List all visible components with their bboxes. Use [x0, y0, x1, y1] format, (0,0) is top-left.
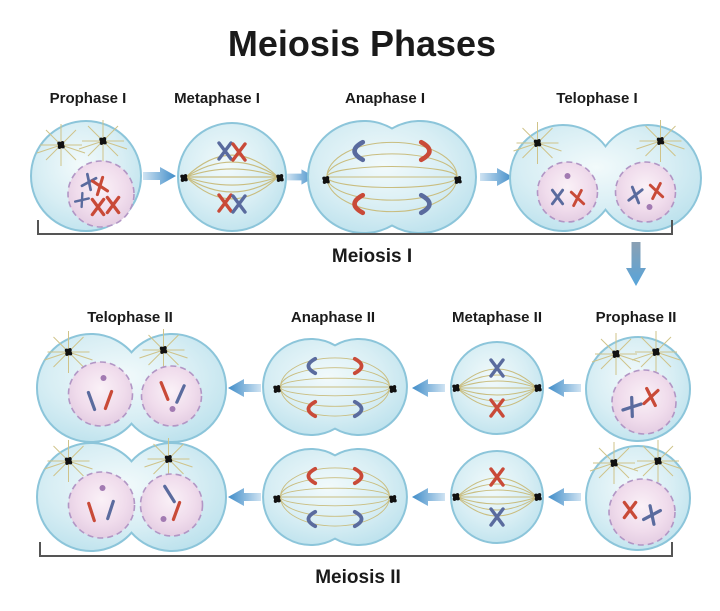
chromosome [355, 142, 363, 160]
label-prophase-ii: Prophase II [596, 309, 677, 326]
label-prophase-i: Prophase I [50, 90, 127, 107]
nucleus [536, 161, 599, 223]
metaphase-i-cell [177, 122, 287, 232]
label-anaphase-ii: Anaphase II [291, 309, 375, 326]
nucleus [140, 365, 203, 427]
arrow-left-icon [548, 488, 581, 506]
arrow-left-icon [228, 379, 261, 397]
arrow-left-icon [412, 488, 445, 506]
nucleus [67, 361, 134, 427]
nucleus [67, 160, 135, 228]
telophase-ii-cells-b [36, 437, 227, 552]
nucleus [67, 471, 136, 539]
label-telophase-ii: Telophase II [87, 309, 173, 326]
arrow-down-icon [626, 242, 646, 286]
arrow-left-icon [412, 379, 445, 397]
arrow-right-icon [480, 168, 513, 186]
meiosis-ii-bracket [39, 542, 673, 557]
nucleolus [160, 516, 167, 522]
metaphase-ii-cell-b [450, 450, 544, 544]
anaphase-ii-cell-b [262, 448, 408, 546]
telophase-ii-cells-a [36, 328, 227, 443]
prophase-ii-cell-b [585, 439, 691, 551]
chromosome [421, 142, 429, 160]
nucleus [139, 473, 204, 537]
telophase-i-cells [509, 119, 702, 232]
nucleus [608, 478, 676, 546]
page-title: Meiosis Phases [228, 23, 496, 64]
anaphase-ii-cell-a [262, 338, 408, 436]
nucleus [614, 161, 677, 223]
label-metaphase-ii: Metaphase II [452, 309, 542, 326]
prophase-ii-cell-a [585, 330, 691, 442]
nucleolus [564, 173, 571, 179]
label-telophase-i: Telophase I [556, 90, 637, 107]
arrow-right-icon [143, 167, 176, 185]
label-meiosis-ii: Meiosis II [315, 567, 401, 588]
nucleolus [646, 204, 653, 210]
label-meiosis-i: Meiosis I [332, 246, 412, 267]
nucleolus [100, 375, 107, 381]
arrow-left-icon [228, 488, 261, 506]
arrow-left-icon [548, 379, 581, 397]
metaphase-ii-cell-a [450, 341, 544, 435]
prophase-i-cell [30, 119, 142, 232]
nucleolus [99, 485, 106, 491]
anaphase-i-cell [307, 120, 477, 234]
label-metaphase-i: Metaphase I [174, 90, 260, 107]
nucleolus [169, 406, 176, 412]
label-anaphase-i: Anaphase I [345, 90, 425, 107]
meiosis-i-bracket [37, 220, 673, 235]
